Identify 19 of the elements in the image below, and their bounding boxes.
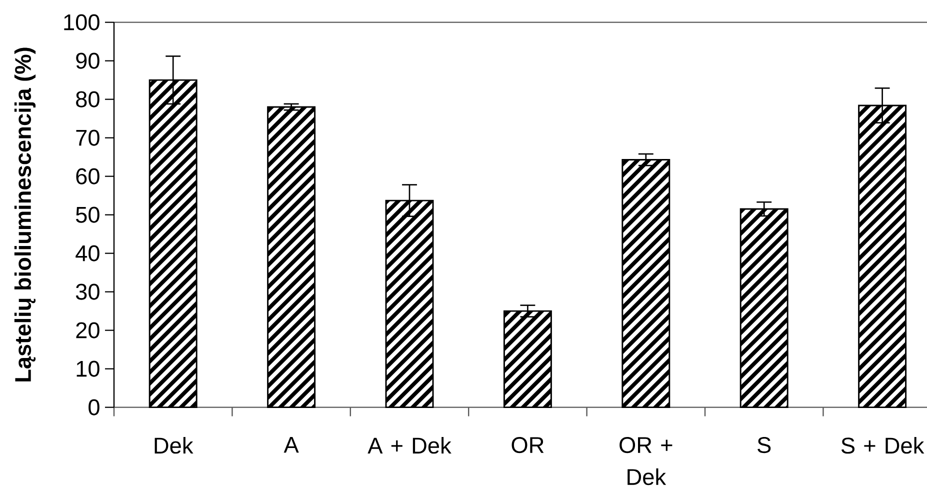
- x-tick-label: OR + Dek: [620, 437, 672, 486]
- y-tick-label: 70: [76, 130, 100, 146]
- x-tick-label: S + Dek: [841, 437, 924, 454]
- y-tick-label: 60: [76, 168, 100, 184]
- y-tick-label: 10: [76, 360, 100, 377]
- y-tick-label: 50: [76, 206, 100, 223]
- x-tick-label: S: [758, 437, 771, 454]
- y-tick-label: 40: [76, 245, 100, 262]
- x-tick-label: Dek: [154, 437, 194, 454]
- y-tick-label: 20: [76, 322, 100, 338]
- y-axis-title: Ląstelių bioliuminescencija (%): [14, 48, 36, 382]
- x-tick-label: A + Dek: [368, 437, 452, 454]
- y-tick-label: 0: [88, 399, 100, 416]
- x-tick-label: A: [284, 437, 299, 453]
- y-tick-label: 80: [76, 91, 100, 108]
- y-tick-label: 90: [76, 52, 100, 69]
- y-tick-label: 100: [64, 14, 100, 30]
- x-tick-label: OR: [512, 437, 544, 454]
- y-tick-label: 30: [76, 284, 100, 300]
